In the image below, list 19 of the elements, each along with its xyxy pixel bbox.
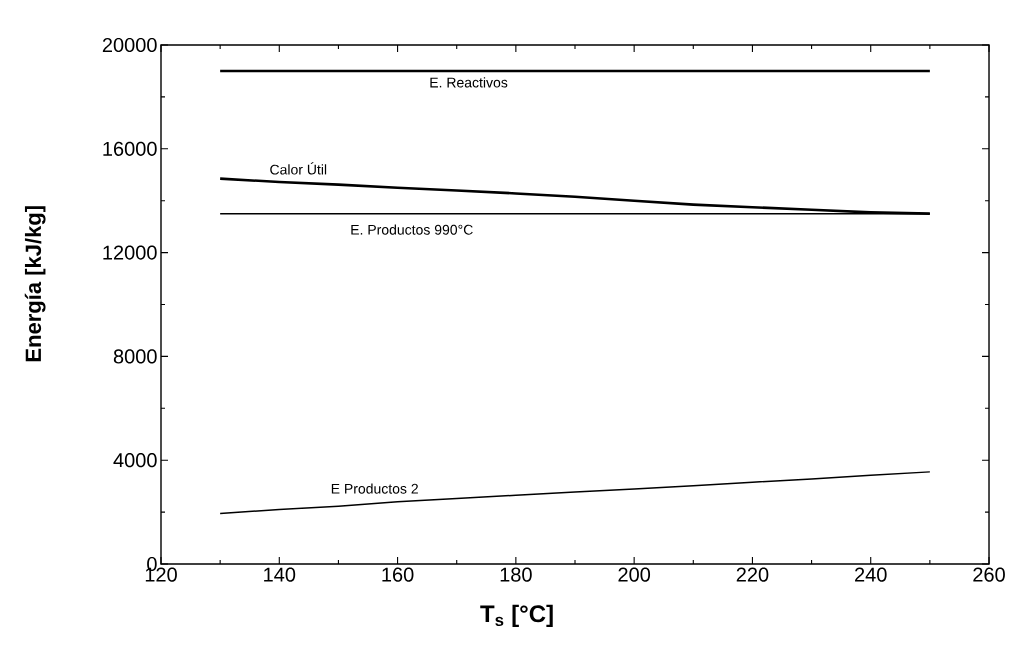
y-tick-label: 16000 bbox=[103, 141, 157, 156]
y-tick-label: 4000 bbox=[113, 453, 157, 468]
x-tick-label: 200 bbox=[618, 567, 651, 582]
series-label: Calor Útil bbox=[270, 162, 327, 175]
line-series bbox=[219, 471, 931, 515]
x-tick-label: 220 bbox=[736, 567, 769, 582]
x-tick-label: 160 bbox=[382, 567, 414, 582]
y-tick-label: 20000 bbox=[102, 37, 157, 53]
x-tick-label: 260 bbox=[973, 567, 1005, 582]
x-tick-label: 180 bbox=[500, 567, 532, 582]
series-label: E. Reactivos bbox=[430, 77, 508, 88]
x-axis-title: T$_{s}$ [°C] bbox=[480, 604, 553, 628]
x-tick-label: 240 bbox=[855, 567, 887, 582]
x-tick-label: 140 bbox=[264, 567, 296, 582]
y-tick-label: 8000 bbox=[113, 349, 157, 364]
series-label: E Productos 2 bbox=[331, 483, 418, 494]
y-tick-label: 12000 bbox=[103, 245, 157, 260]
y-axis-title: Energía [kJ/kg] bbox=[24, 206, 46, 362]
series-label: E. Productos 990°C bbox=[351, 224, 473, 235]
